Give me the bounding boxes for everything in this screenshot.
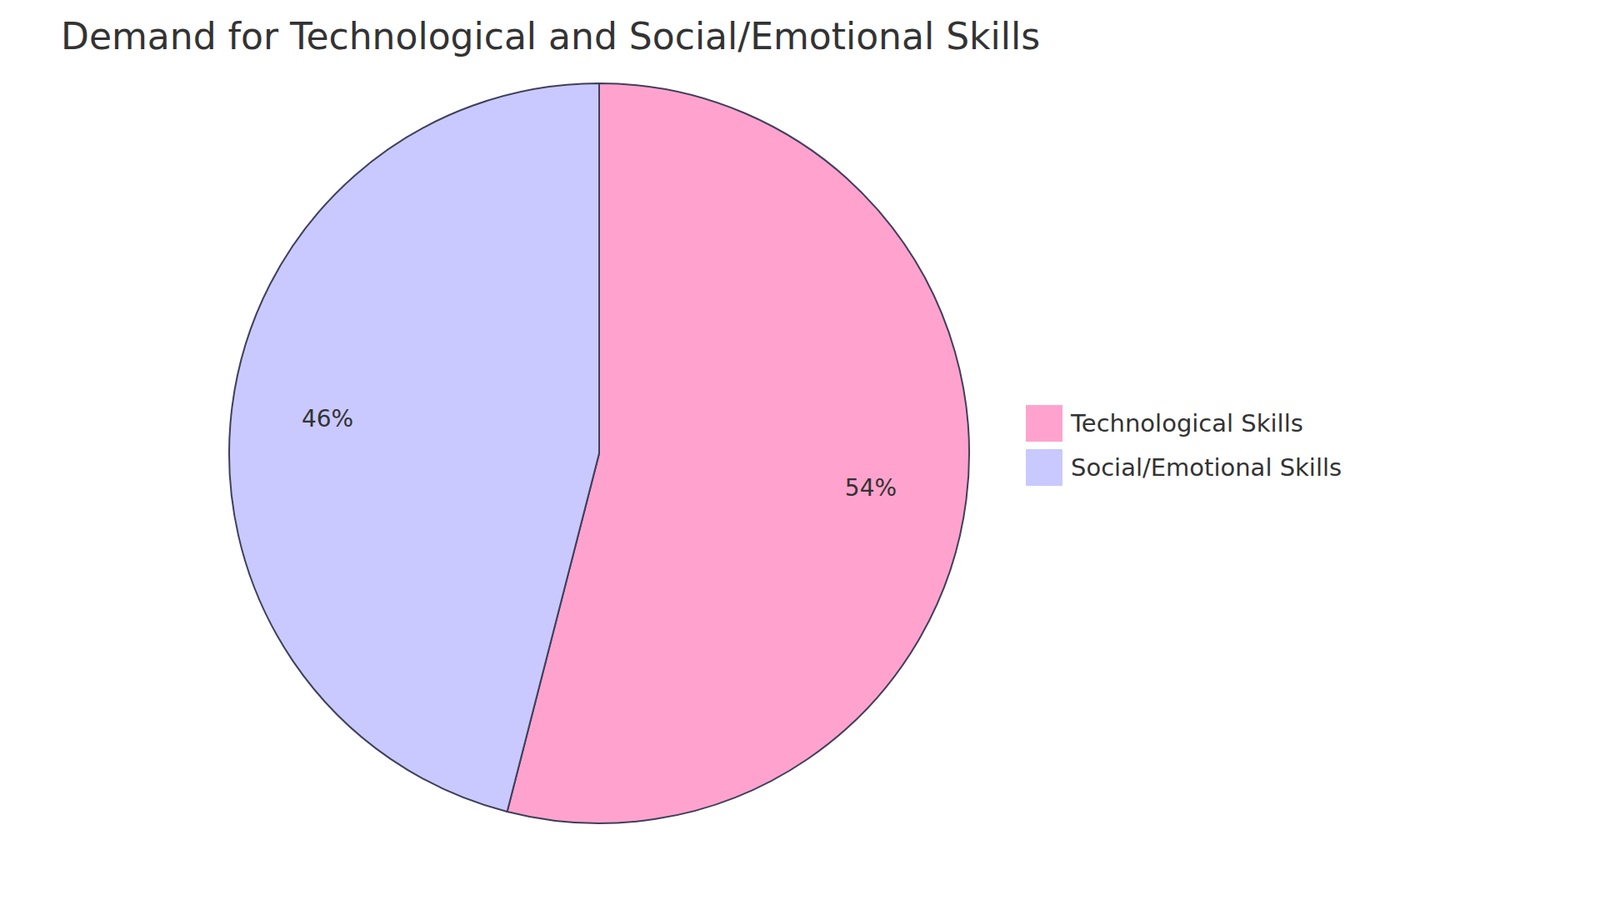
html-text:Technological Skills: Technological Skills bbox=[1070, 409, 1304, 438]
html-text:Social/Emotional Skills: Social/Emotional Skills bbox=[1070, 453, 1342, 482]
html-text:Demand for Technological and S: Demand for Technological and Social/Emot… bbox=[60, 15, 1041, 58]
svg-text:46%: 46% bbox=[301, 405, 354, 433]
svg-text:54%: 54% bbox=[845, 474, 897, 502]
